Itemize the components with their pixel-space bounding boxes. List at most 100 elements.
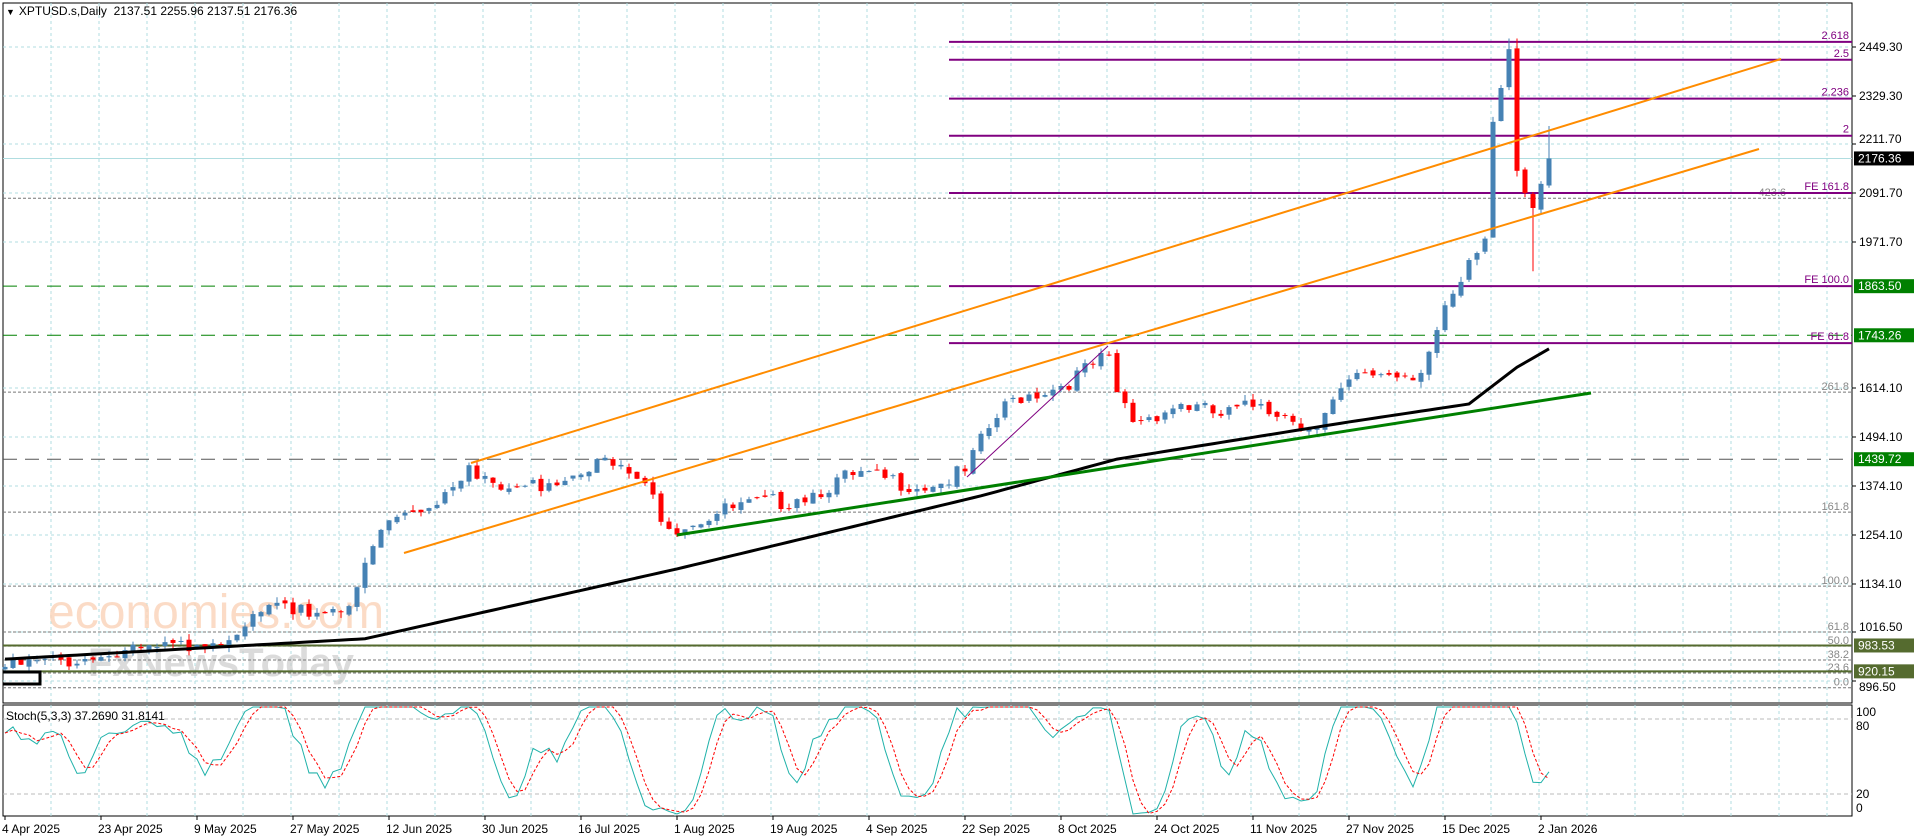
candle-up: [362, 562, 368, 588]
candle-up: [1010, 397, 1016, 400]
candle-up: [298, 604, 304, 613]
candle-up: [1546, 158, 1552, 186]
candle-down: [1394, 372, 1400, 378]
candle-up: [74, 663, 80, 666]
candle-up: [842, 470, 848, 479]
fib-retracement-label: 161.8: [1821, 501, 1849, 513]
candle-down: [818, 494, 824, 498]
date-axis-label: 9 May 2025: [194, 822, 257, 836]
candle-down: [202, 644, 208, 648]
candle-down: [730, 504, 736, 509]
candle-down: [1522, 169, 1528, 193]
candle-up: [10, 657, 16, 668]
candle-up: [26, 659, 32, 667]
candle-up: [1490, 121, 1496, 238]
candle-up: [250, 614, 256, 627]
candle-up: [1506, 49, 1512, 88]
moving-average-line: [4, 347, 1550, 661]
fib-extension-label: FE 61.8: [1810, 331, 1849, 343]
candle-down: [1370, 370, 1376, 376]
candle-up: [1314, 428, 1320, 430]
candle-up: [154, 647, 160, 649]
fib-retracement-label: 261.8: [1821, 381, 1849, 393]
candle-up: [1306, 428, 1312, 432]
candle-up: [98, 657, 104, 661]
candle-up: [210, 643, 216, 647]
candle-down: [1106, 354, 1112, 356]
candle-down: [754, 497, 760, 499]
fib-retracement-label: 61.8: [1828, 621, 1849, 633]
candle-up: [970, 450, 976, 474]
candle-down: [282, 600, 288, 604]
candle-down: [850, 472, 856, 476]
candle-up: [578, 474, 584, 478]
stoch-axis-label: 100: [1856, 705, 1876, 719]
candle-down: [66, 657, 72, 667]
candle-up: [1042, 395, 1048, 397]
candle-up: [1330, 399, 1336, 415]
candle-up: [130, 644, 136, 652]
price-axis-label: 1374.10: [1859, 479, 1903, 493]
candle-down: [1402, 375, 1408, 377]
fib-extension-label: 2.236: [1821, 87, 1849, 99]
candle-down: [626, 467, 632, 474]
price-tag: [1854, 664, 1914, 679]
candle-down: [490, 477, 496, 483]
candle-up: [146, 645, 152, 651]
candle-up: [594, 459, 600, 473]
symbol-label: XPTUSD.s,Daily: [18, 4, 107, 18]
channel-lower-line: [403, 148, 1760, 554]
fib-retracement-label: 0.0: [1834, 677, 1849, 689]
candle-up: [1498, 88, 1504, 122]
candle-up: [426, 508, 432, 511]
candle-up: [482, 475, 488, 479]
candle-down: [898, 473, 904, 491]
candle-down: [610, 459, 616, 466]
candle-up: [986, 428, 992, 437]
candle-up: [738, 502, 744, 510]
date-axis-label: 23 Apr 2025: [98, 822, 163, 836]
fib-retracement-label: 50.0: [1828, 635, 1849, 647]
candle-up: [690, 525, 696, 528]
candle-up: [698, 524, 704, 528]
date-axis-label: 27 Nov 2025: [1346, 822, 1414, 836]
candle-up: [1170, 408, 1176, 415]
candle-up: [1450, 293, 1456, 307]
candle-up: [226, 640, 232, 648]
candle-up: [866, 470, 872, 472]
candle-down: [1266, 401, 1272, 415]
candle-up: [1002, 401, 1008, 418]
fib-anchor-line: [966, 345, 1109, 478]
candle-down: [170, 639, 176, 643]
date-axis-label: 27 May 2025: [290, 822, 360, 836]
candle-up: [714, 513, 720, 521]
candle-up: [914, 488, 920, 492]
candle-up: [122, 650, 128, 659]
price-axis-label: 1971.70: [1859, 235, 1903, 249]
price-axis-label: 896.50: [1859, 680, 1896, 694]
candle-up: [1074, 370, 1080, 391]
candle-up: [506, 488, 512, 492]
candle-down: [1250, 399, 1256, 407]
candle-up: [1426, 351, 1432, 375]
candle-down: [306, 603, 312, 617]
price-tag-value: 2176.36: [1858, 151, 1902, 165]
candle-down: [1234, 404, 1240, 407]
candle-down: [18, 659, 24, 665]
candle-up: [42, 658, 48, 660]
date-axis-label: 12 Jun 2025: [386, 822, 452, 836]
fib-extension-label: FE 161.8: [1804, 181, 1849, 193]
candle-up: [1146, 417, 1152, 421]
price-tag: [1854, 151, 1914, 166]
date-axis-label: 19 Aug 2025: [770, 822, 838, 836]
candle-up: [1354, 372, 1360, 380]
candle-down: [1386, 372, 1392, 375]
price-tag-value: 920.15: [1858, 664, 1895, 678]
candle-down: [634, 471, 640, 479]
candle-up: [938, 483, 944, 489]
candle-up: [930, 486, 936, 492]
candle-up: [1466, 260, 1472, 280]
triangle-down-icon[interactable]: ▼: [6, 7, 15, 17]
fib-extension-label: 2.5: [1834, 48, 1849, 60]
